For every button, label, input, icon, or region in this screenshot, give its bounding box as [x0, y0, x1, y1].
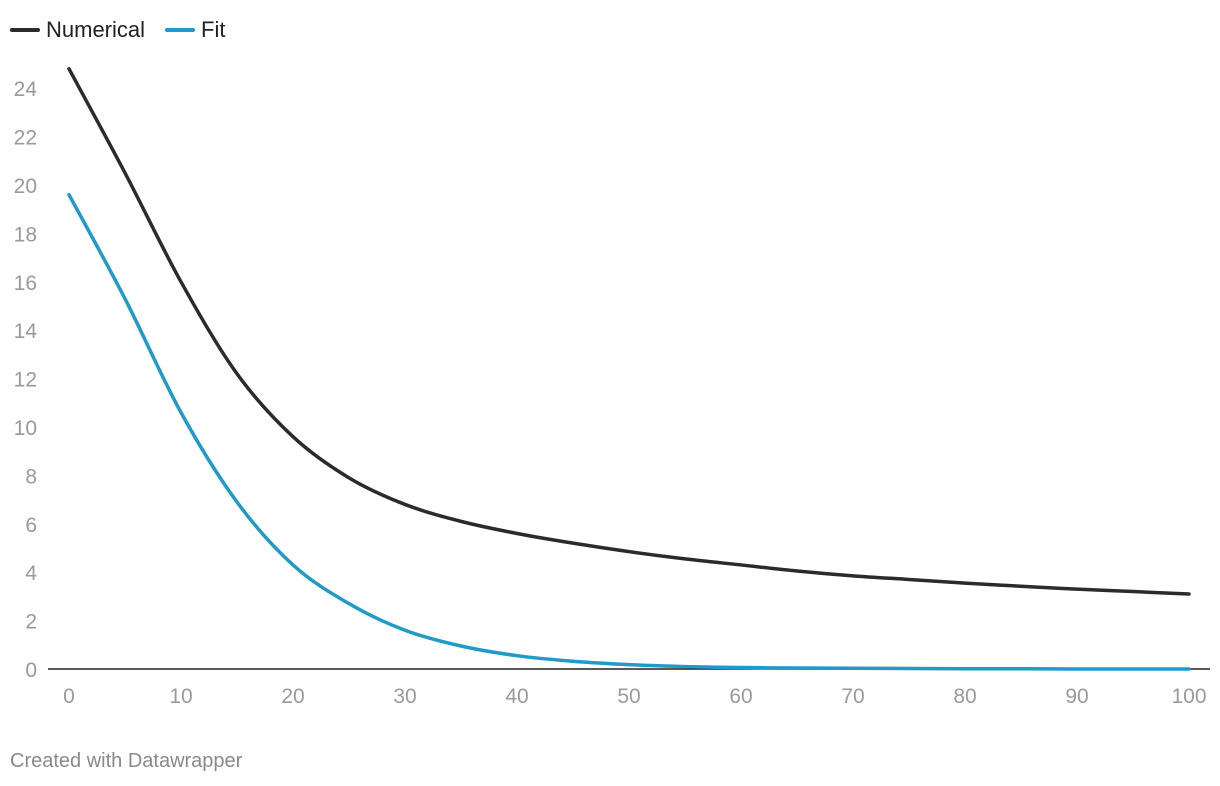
chart-legend: Numerical Fit: [10, 14, 225, 46]
y-tick-label: 18: [14, 223, 37, 246]
y-tick-label: 2: [25, 611, 37, 634]
x-tick-label: 30: [393, 685, 416, 708]
x-axis-ticks: 0 10 20 30 40 50 60 70 80 90 100: [63, 685, 1206, 708]
y-tick-label: 14: [14, 320, 38, 343]
y-tick-label: 8: [25, 465, 37, 488]
x-tick-label: 0: [63, 685, 75, 708]
legend-item-numerical: Numerical: [10, 17, 145, 43]
y-tick-label: 10: [14, 417, 37, 440]
x-tick-label: 60: [729, 685, 752, 708]
legend-swatch-fit: [165, 28, 196, 32]
legend-label-fit: Fit: [201, 17, 226, 42]
legend-label-numerical: Numerical: [46, 17, 146, 42]
y-tick-label: 16: [14, 272, 37, 295]
y-tick-label: 12: [14, 369, 37, 392]
x-tick-label: 100: [1171, 685, 1206, 708]
credit-text: Created with Datawrapper: [10, 750, 243, 772]
y-tick-label: 4: [25, 562, 37, 585]
legend-swatch-numerical: [10, 28, 40, 32]
x-tick-label: 40: [505, 685, 528, 708]
x-tick-label: 80: [953, 685, 976, 708]
x-tick-label: 50: [617, 685, 640, 708]
y-tick-label: 6: [25, 514, 37, 537]
series-line-numerical: [67, 67, 1191, 596]
x-tick-label: 20: [281, 685, 304, 708]
y-tick-label: 22: [14, 127, 37, 150]
x-tick-label: 10: [169, 685, 192, 708]
legend-item-fit: Fit: [165, 17, 225, 43]
y-tick-label: 0: [25, 659, 37, 682]
series-line-fit: [67, 192, 1191, 671]
y-tick-label: 24: [14, 78, 38, 101]
x-tick-label: 90: [1065, 685, 1088, 708]
series-layer: [67, 67, 1191, 671]
y-tick-label: 20: [14, 175, 37, 198]
x-tick-label: 70: [841, 685, 864, 708]
